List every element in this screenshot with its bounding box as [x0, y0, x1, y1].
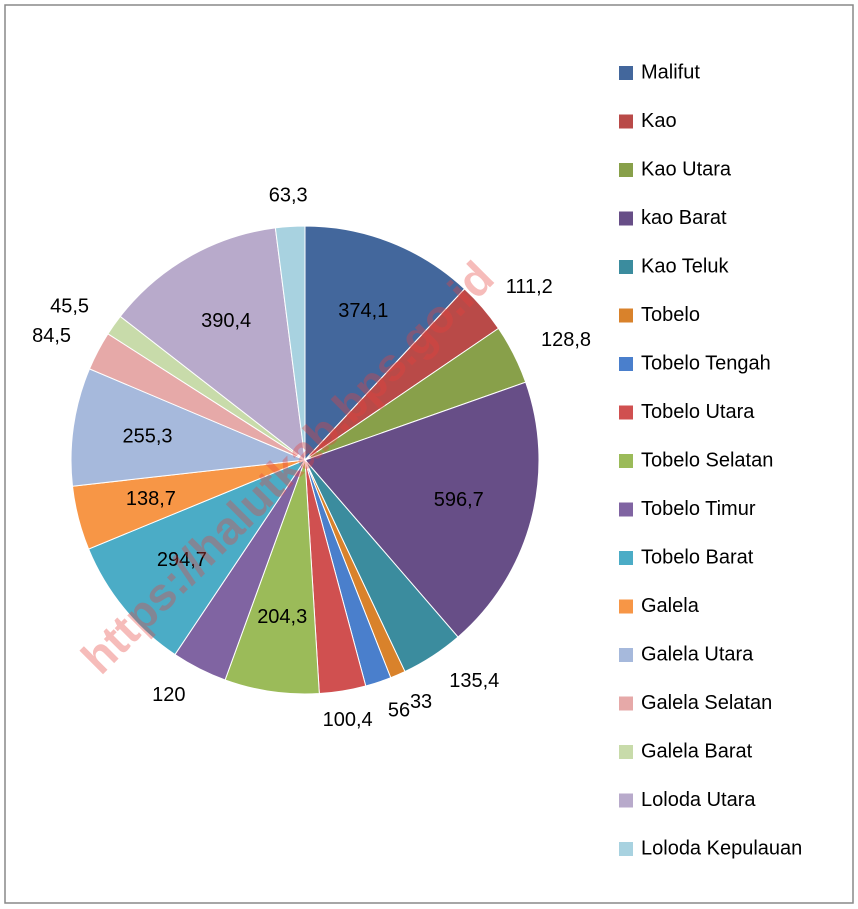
pie-slice [304, 381, 540, 638]
legend-swatch [619, 114, 633, 129]
data-label: 33 [410, 691, 432, 713]
legend: Malifut Kao Kao Utara kao Barat Kao Teluk Tob… [619, 61, 802, 859]
data-label: 63,3 [269, 184, 308, 206]
pie-slice [119, 227, 306, 462]
legend-swatch [619, 696, 633, 711]
legend-swatch [619, 405, 633, 420]
legend-label: Tobelo Tengah [641, 352, 771, 374]
data-label: 56 [388, 699, 410, 721]
legend-swatch [619, 357, 633, 371]
legend-swatch [619, 163, 633, 177]
legend-label: Kao Utara [641, 158, 732, 180]
legend-swatch [619, 745, 633, 759]
data-label: 45,5 [50, 296, 89, 318]
legend-label: Tobelo Barat [641, 546, 754, 568]
legend-swatch [619, 454, 633, 468]
legend-label: Tobelo Timur [641, 498, 756, 520]
legend-swatch [619, 502, 633, 517]
pie-slice [304, 225, 466, 462]
legend-swatch [619, 648, 633, 662]
data-label: 390,4 [201, 310, 251, 332]
legend-swatch [619, 308, 633, 323]
legend-swatch [619, 793, 633, 808]
legend-swatch [619, 599, 633, 614]
data-label: 100,4 [323, 709, 373, 731]
data-label: 84,5 [32, 325, 71, 347]
legend-label: Loloda Kepulauan [641, 837, 802, 859]
data-label: 111,2 [506, 276, 553, 298]
data-label: 374,1 [338, 300, 388, 322]
data-label: 138,7 [126, 488, 176, 510]
legend-label: Galela [641, 595, 700, 617]
legend-swatch [619, 211, 633, 226]
data-label: 596,7 [434, 489, 484, 511]
data-label: 294,7 [157, 549, 207, 571]
data-label: 204,3 [257, 606, 307, 628]
data-label: 128,8 [541, 329, 591, 351]
legend-label: Galela Utara [641, 643, 754, 665]
legend-label: Loloda Utara [641, 789, 756, 811]
pie-slice [70, 368, 307, 487]
legend-swatch [619, 260, 633, 274]
legend-label: Galela Barat [641, 740, 753, 762]
data-label: 135,4 [449, 670, 499, 692]
legend-swatch [619, 842, 633, 856]
pie-slice [87, 458, 307, 656]
legend-swatch [619, 66, 633, 80]
data-label: 120 [152, 684, 185, 706]
legend-label: Tobelo Selatan [641, 449, 773, 471]
legend-swatch [619, 551, 633, 565]
legend-label: Tobelo [641, 304, 700, 326]
pie-slice [274, 225, 306, 461]
legend-label: Malifut [641, 61, 700, 83]
legend-label: Galela Selatan [641, 692, 772, 714]
legend-label: Tobelo Utara [641, 401, 755, 423]
data-label: 255,3 [122, 425, 172, 447]
legend-label: Kao Teluk [641, 255, 729, 277]
legend-label: Kao [641, 110, 677, 132]
legend-label: kao Barat [641, 207, 727, 229]
